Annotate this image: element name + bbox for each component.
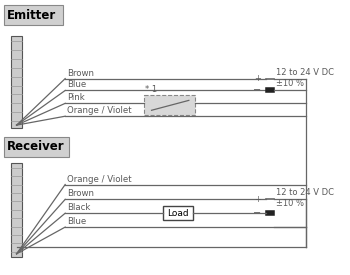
- Bar: [11, 163, 22, 257]
- Bar: [11, 36, 22, 128]
- Text: −: −: [253, 86, 261, 95]
- Text: +: +: [254, 195, 261, 204]
- Bar: [144, 95, 195, 115]
- Text: −: −: [253, 208, 261, 218]
- Text: ±10 %: ±10 %: [276, 199, 304, 208]
- Text: * 1: * 1: [145, 86, 157, 94]
- Text: Load: Load: [167, 209, 189, 218]
- Bar: [163, 206, 193, 220]
- Text: Pink: Pink: [67, 93, 85, 102]
- Text: ±10 %: ±10 %: [276, 78, 304, 87]
- FancyBboxPatch shape: [4, 5, 63, 25]
- Text: Black: Black: [67, 203, 91, 212]
- Text: Blue: Blue: [67, 81, 86, 89]
- Text: +: +: [254, 74, 261, 83]
- Text: Orange / Violet: Orange / Violet: [67, 175, 132, 183]
- Text: Emitter: Emitter: [7, 9, 57, 22]
- Text: 12 to 24 V DC: 12 to 24 V DC: [276, 68, 334, 77]
- FancyBboxPatch shape: [4, 137, 69, 157]
- Text: Orange / Violet: Orange / Violet: [67, 106, 132, 115]
- Text: Blue: Blue: [67, 217, 86, 226]
- Text: 12 to 24 V DC: 12 to 24 V DC: [276, 188, 334, 197]
- Text: Brown: Brown: [67, 68, 94, 78]
- Text: Receiver: Receiver: [7, 141, 65, 153]
- Text: Brown: Brown: [67, 189, 94, 198]
